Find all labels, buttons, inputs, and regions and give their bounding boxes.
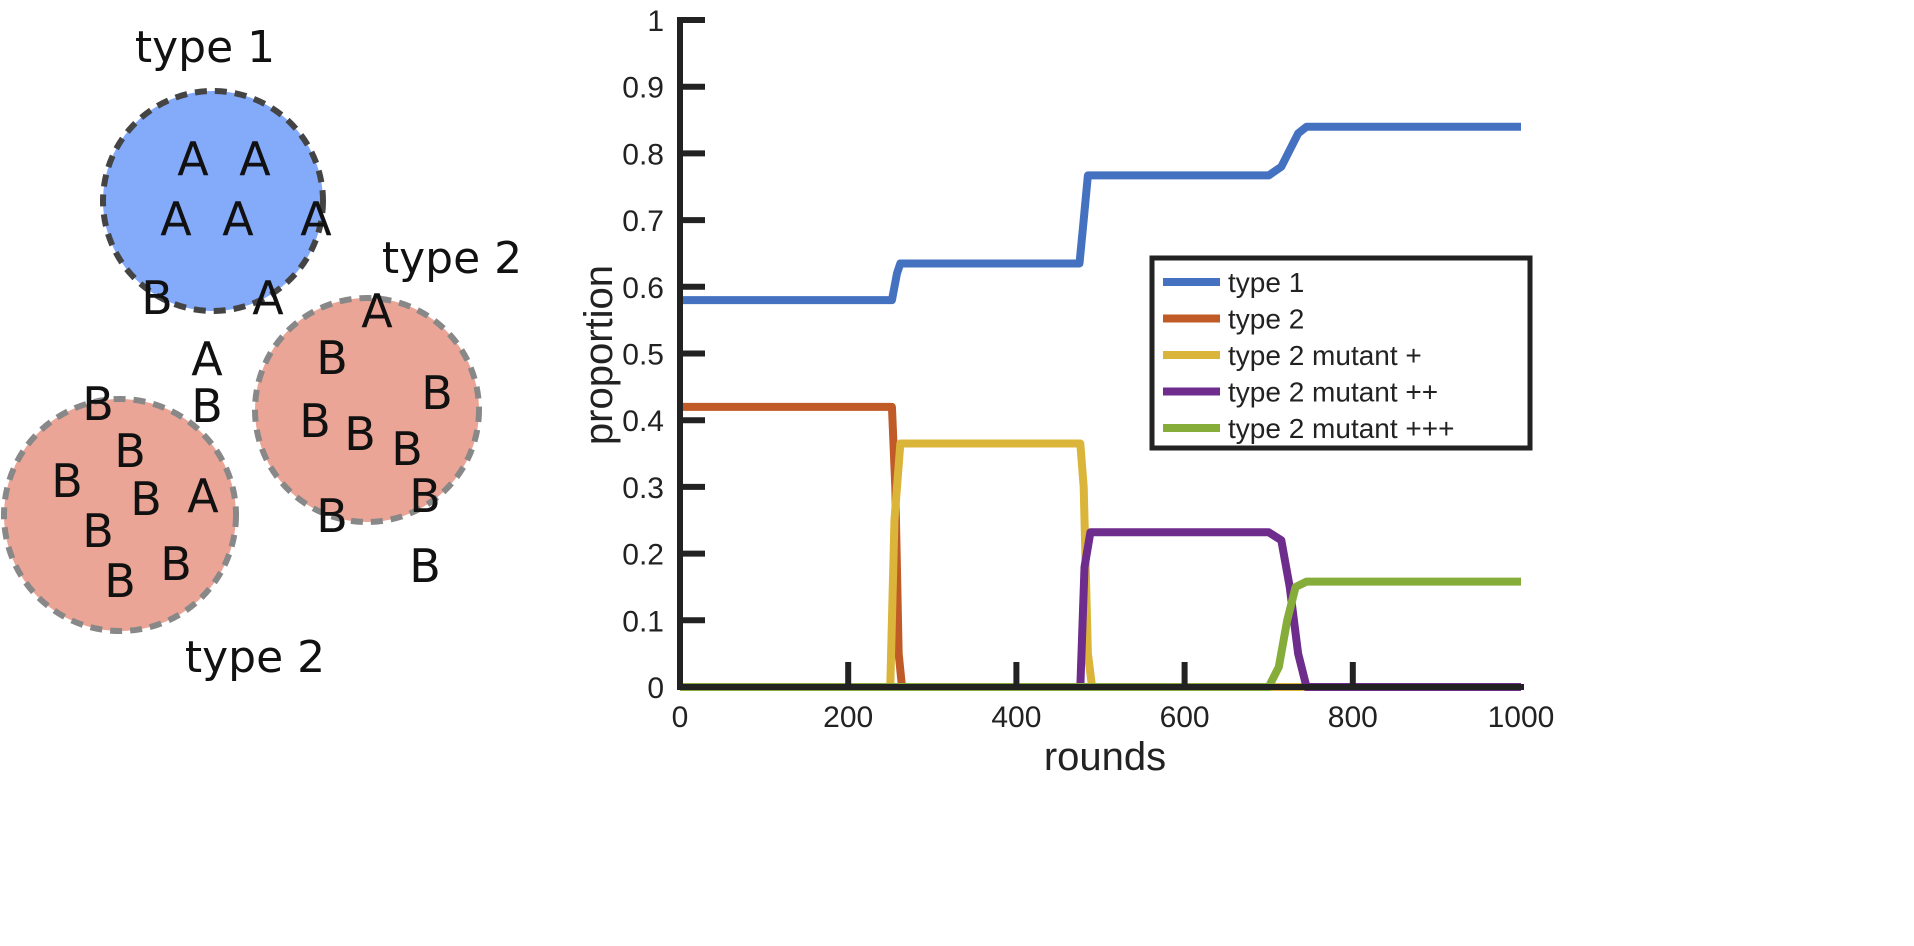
group-label: type 1 xyxy=(135,22,275,73)
line-chart: 0 0.1 0.2 0.3 0.4 0.5 0.6 0.7 0.8 0.9 1 0 200 400 600 8… xyxy=(577,5,1554,779)
x-tick-label: 800 xyxy=(1328,701,1378,734)
allele-letter: B xyxy=(160,537,192,591)
allele-letter: B xyxy=(141,271,173,325)
allele-letter: B xyxy=(391,422,423,476)
allele-letter: A xyxy=(300,192,332,246)
y-tick-label: 0.3 xyxy=(622,472,664,505)
allele-letter: B xyxy=(316,331,348,385)
allele-letter: B xyxy=(51,454,83,508)
allele-letter: A xyxy=(177,132,209,186)
x-tick-label: 200 xyxy=(823,701,873,734)
cell-circle xyxy=(1,396,239,634)
series-line-4 xyxy=(680,528,1521,691)
allele-letter: A xyxy=(222,192,254,246)
allele-letter: A xyxy=(187,469,219,523)
legend-label: type 2 xyxy=(1228,304,1304,335)
y-tick-label: 1 xyxy=(647,5,664,38)
x-tick-label: 0 xyxy=(672,701,689,734)
group-label: type 2 xyxy=(185,632,325,683)
allele-letter: B xyxy=(191,379,223,433)
allele-letter: B xyxy=(409,539,441,593)
allele-letter: B xyxy=(104,554,136,608)
y-tick-label: 0.9 xyxy=(622,72,664,105)
allele-letter: B xyxy=(316,489,348,543)
legend-label: type 2 mutant + xyxy=(1228,340,1422,371)
allele-letter: B xyxy=(299,394,331,448)
axis-ticks: 0 0.1 0.2 0.3 0.4 0.5 0.6 0.7 0.8 0.9 1 0 200 400 600 8… xyxy=(622,5,1554,734)
allele-letter: A xyxy=(361,284,393,338)
y-tick-label: 0.8 xyxy=(622,138,664,171)
x-tick-label: 400 xyxy=(991,701,1041,734)
x-axis-label: rounds xyxy=(1044,735,1166,779)
allele-letter: B xyxy=(409,469,441,523)
legend-label: type 2 mutant +++ xyxy=(1228,413,1455,444)
legend: type 1 type 2 type 2 mutant + type 2 mutant… xyxy=(1149,255,1533,451)
y-tick-label: 0.2 xyxy=(622,539,664,572)
allele-letter: B xyxy=(114,424,146,478)
x-tick-label: 600 xyxy=(1160,701,1210,734)
y-axis-label: proportion xyxy=(577,265,621,445)
allele-letter: B xyxy=(130,472,162,526)
y-tick-label: 0.6 xyxy=(622,272,664,305)
allele-letter: A xyxy=(160,192,192,246)
allele-letter: A xyxy=(239,132,271,186)
cell-circle xyxy=(252,295,482,525)
x-tick-label: 1000 xyxy=(1488,701,1555,734)
allele-letter: A xyxy=(252,271,284,325)
y-tick-label: 0.4 xyxy=(622,405,664,438)
allele-letter: A xyxy=(191,332,223,386)
allele-letter: B xyxy=(421,366,453,420)
y-tick-label: 0.5 xyxy=(622,339,664,372)
legend-label: type 2 mutant ++ xyxy=(1228,377,1438,408)
series-line-1 xyxy=(680,122,1521,305)
legend-label: type 1 xyxy=(1228,267,1304,298)
allele-letter: B xyxy=(344,407,376,461)
y-tick-label: 0.7 xyxy=(622,205,664,238)
cell-circle xyxy=(100,88,326,314)
y-tick-label: 0.1 xyxy=(622,605,664,638)
allele-letter: B xyxy=(82,504,114,558)
allele-letter: B xyxy=(82,377,114,431)
group-label: type 2 xyxy=(382,233,522,284)
y-tick-label: 0 xyxy=(647,672,664,705)
series-line-3 xyxy=(680,439,1521,691)
series-line-5 xyxy=(680,577,1521,691)
